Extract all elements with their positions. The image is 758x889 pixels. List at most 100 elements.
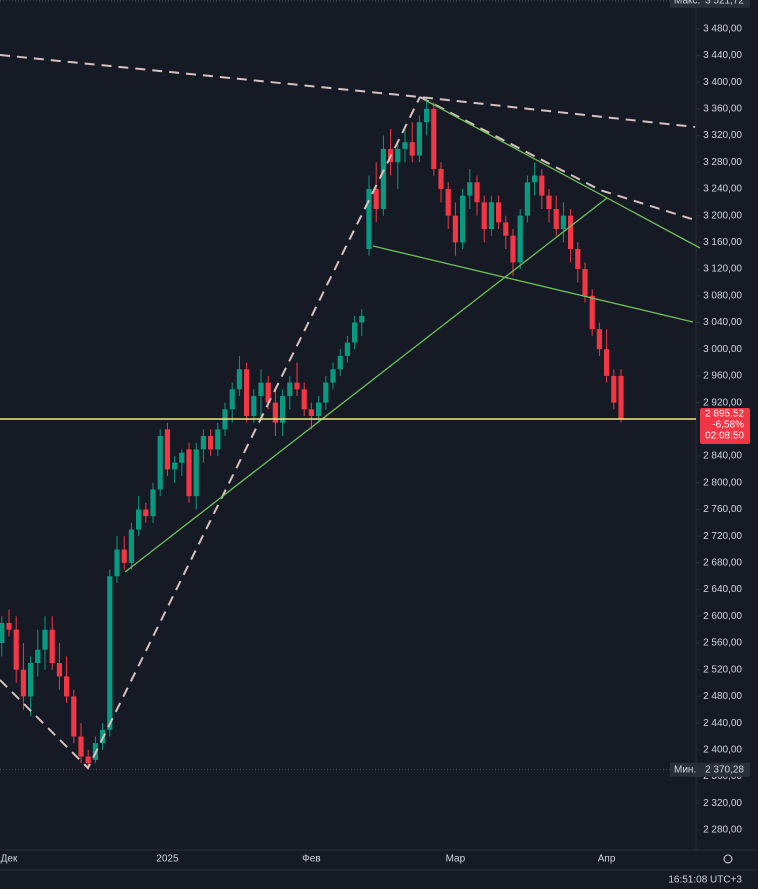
y-tick-label: 2 400,00 [703,744,742,755]
last-price-box [700,407,750,444]
trend-dashed [0,96,421,770]
candle-body [474,182,480,203]
last-price-countdown: 02:08:50 [705,431,744,442]
y-tick-label: 2 360,00 [703,771,742,782]
candle-body [287,382,293,396]
candle-body [294,382,300,390]
y-tick-label: 2 760,00 [703,504,742,515]
y-tick-label: 3 120,00 [703,264,742,275]
candle-body [352,322,358,343]
candle-body [546,195,552,209]
candle-body [539,175,545,196]
candle-body [258,382,264,396]
y-tick-label: 2 640,00 [703,584,742,595]
candle-body [136,509,142,530]
y-tick-label: 3 320,00 [703,130,742,141]
marker-label: Макс. [674,0,700,6]
candle-body [373,188,379,209]
y-tick-label: 3 080,00 [703,290,742,301]
candle-body [186,449,192,497]
candle-body [517,215,523,263]
candle-body [193,449,199,497]
candle-body [416,122,422,156]
candle-body [438,168,444,189]
trend-line [124,197,608,573]
y-tick-label: 2 680,00 [703,558,742,569]
candle-body [604,349,610,376]
candle-body [172,462,178,470]
candle-body [71,696,77,737]
candle-body [510,235,516,263]
marker-box [670,0,750,8]
candle-body [265,382,271,403]
x-tick-label: Дек [1,854,18,865]
candle-body [150,489,156,517]
candle-body [596,329,602,350]
marker-box [670,762,750,777]
candle-body [452,215,458,243]
clock: 16:51:08 UTC+3 [668,875,742,886]
candle-body [575,249,581,270]
candle-body [467,182,473,196]
y-tick-label: 2 920,00 [703,397,742,408]
candle-body [229,389,235,410]
candle-body [0,622,5,644]
candle-body [301,389,307,410]
drawings [0,54,701,770]
candle-body [553,208,559,230]
candle-body [35,649,41,664]
marker-value: 3 521,72 [705,0,744,6]
y-tick-label: 3 000,00 [703,344,742,355]
candle-body [208,436,214,450]
candle-body [157,436,163,490]
last-price-change: -6,58% [712,420,744,431]
candle-body [330,369,336,383]
candle-body [560,215,566,230]
candle-body [215,429,221,450]
candle-body [568,215,574,250]
candle-body [85,756,91,764]
y-tick-label: 2 320,00 [703,798,742,809]
y-tick-label: 2 480,00 [703,691,742,702]
trend-line [372,245,694,323]
y-tick-label: 2 960,00 [703,371,742,382]
candle-body [164,429,170,470]
y-tick-label: 3 240,00 [703,184,742,195]
candle-body [272,402,278,423]
y-axis: 2 280,00 2 320,00 2 360,00 2 400,00 2 440,00… [696,23,742,836]
settings-icon[interactable] [723,854,733,864]
candle-body [460,195,466,243]
candle-body [359,315,365,323]
y-tick-label: 3 400,00 [703,77,742,88]
candle-body [121,549,127,563]
candle-body [251,395,257,416]
candle-body [344,342,350,356]
x-tick-label: Апр [598,854,616,865]
candle-body [445,188,451,216]
candle-body [107,576,113,730]
x-tick-label: Фев [302,854,320,865]
candle-body [488,202,494,230]
candle-body [431,108,437,169]
candle-body [20,669,26,697]
y-tick-label: 3 360,00 [703,103,742,114]
candle-body [78,736,84,757]
y-tick-label: 3 280,00 [703,157,742,168]
candle-body [481,202,487,230]
candle-body [424,108,430,123]
candle-body [316,402,322,416]
candle-body [366,188,372,250]
y-tick-label: 2 800,00 [703,477,742,488]
candle-body [179,452,185,463]
candle-body [611,375,617,403]
candle-body [200,436,206,450]
candle-body [496,202,502,223]
candle-body [236,369,242,390]
candle-body [402,142,408,149]
candle-body [114,549,120,577]
x-tick-label: 2025 [156,854,179,865]
y-tick-label: 3 040,00 [703,317,742,328]
candle-body [308,409,314,416]
trend-line [424,99,701,249]
